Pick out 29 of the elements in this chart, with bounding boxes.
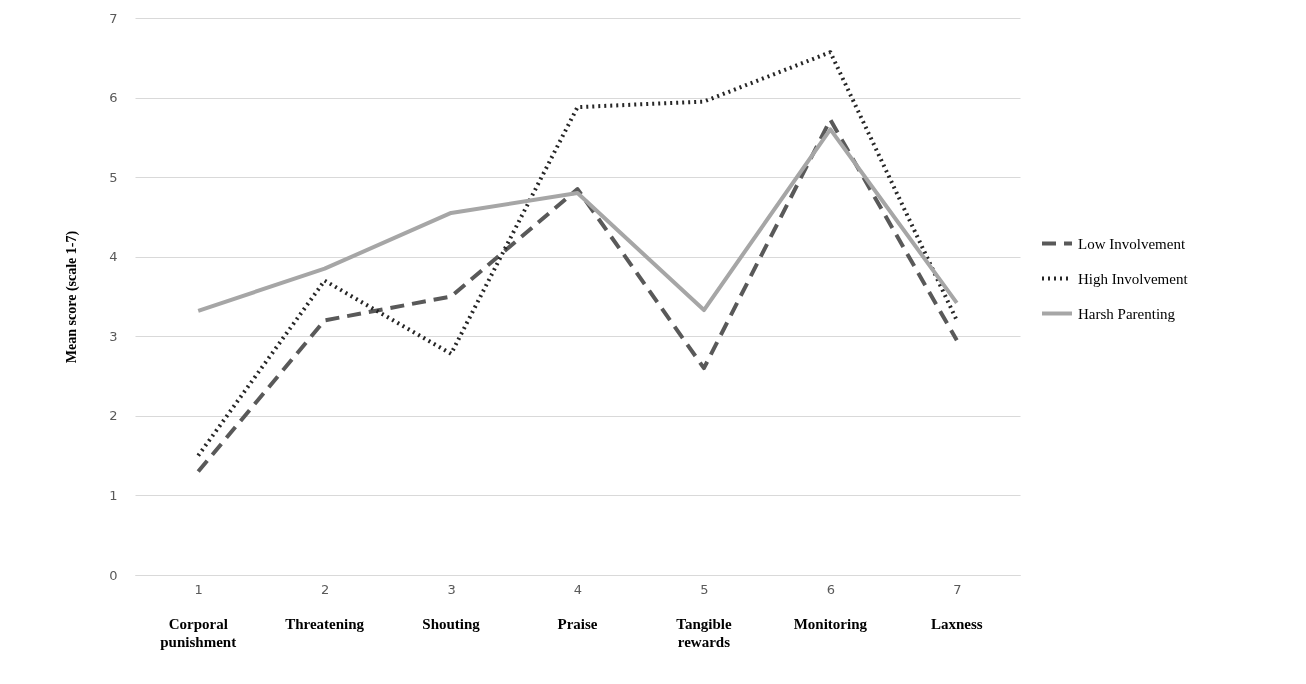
x-tick-label: 3	[447, 581, 456, 597]
y-tick-label: 2	[109, 408, 118, 424]
y-tick-label: 3	[109, 328, 118, 344]
text: Tangible rewards	[676, 616, 732, 650]
y-tick-label: 6	[109, 90, 118, 106]
legend-label: Harsh Parenting	[1078, 305, 1176, 322]
line-series	[196, 127, 959, 313]
line-series	[196, 117, 959, 474]
text: Shouting	[422, 616, 481, 632]
text: Threatening	[285, 616, 365, 632]
x-tick-label: 4	[573, 581, 583, 597]
x-tick-label: 6	[826, 581, 835, 597]
text: Monitoring	[793, 616, 868, 632]
y-tick-label: 1	[109, 487, 118, 503]
legend-label: Low Involvement	[1078, 235, 1186, 252]
x-tick-label: 7	[953, 581, 962, 597]
x-tick-label: 2	[321, 581, 330, 597]
legend-label: High Involvement	[1078, 270, 1189, 287]
y-tick-label: 7	[109, 10, 118, 26]
y-tick-label: 0	[109, 567, 118, 583]
text: Laxness	[930, 616, 983, 632]
y-axis-title: Mean score (scale 1-7)	[64, 230, 81, 364]
text: Corporal punishment	[160, 616, 237, 650]
x-tick-label: 5	[700, 581, 709, 597]
line-series	[196, 50, 959, 458]
x-tick-label: 1	[194, 581, 203, 597]
y-tick-label: 4	[109, 249, 118, 265]
y-tick-label: 5	[109, 169, 118, 185]
text: Praise	[557, 616, 598, 632]
